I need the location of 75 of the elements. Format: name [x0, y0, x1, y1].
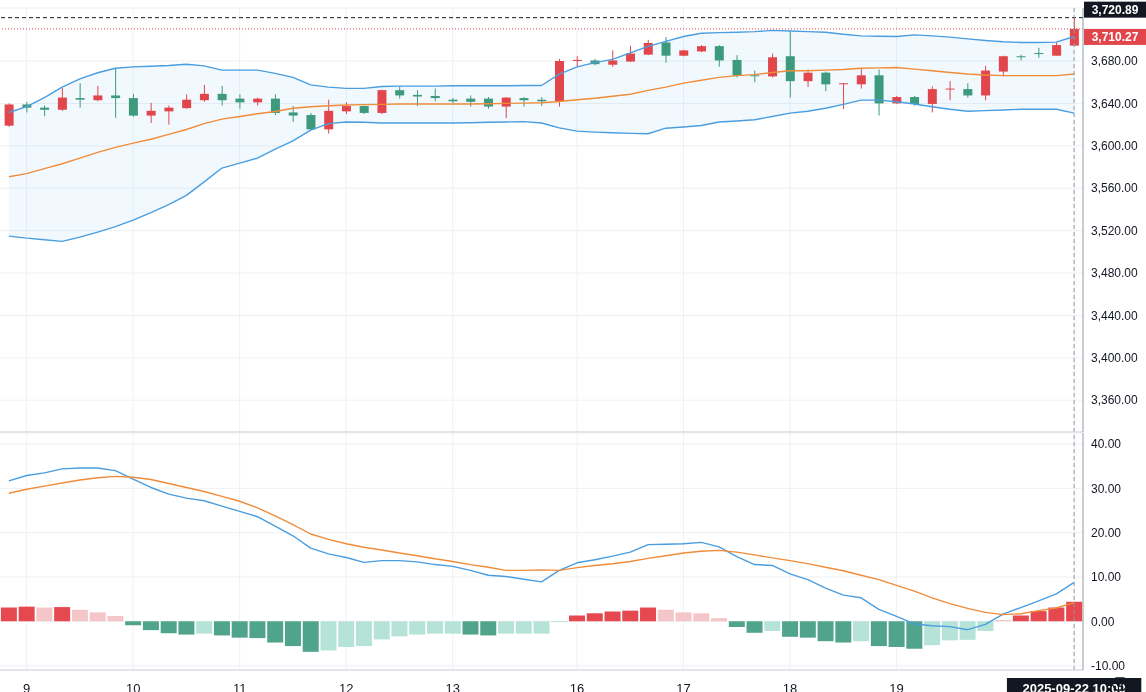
- bar: [142, 621, 159, 631]
- bar: [284, 621, 301, 647]
- candlestick: [93, 85, 103, 102]
- candlestick: [661, 36, 671, 64]
- y-tick-label: 40.00: [1091, 437, 1122, 452]
- candlestick: [377, 89, 387, 115]
- candlestick: [146, 102, 156, 124]
- y-tick-label: 3,560.00: [1091, 181, 1139, 196]
- candlestick: [519, 96, 529, 108]
- bar: [462, 621, 479, 635]
- y-tick-label: 3,680.00: [1091, 54, 1139, 69]
- candlestick: [945, 80, 955, 101]
- bar: [71, 609, 88, 622]
- candlestick: [803, 68, 813, 88]
- candlestick: [732, 54, 742, 78]
- bar: [799, 621, 816, 638]
- bar: [338, 621, 355, 647]
- bar: [853, 621, 870, 642]
- candlestick: [57, 87, 67, 112]
- bar: [711, 618, 728, 622]
- bar: [213, 621, 230, 636]
- candlestick: [821, 71, 831, 92]
- bar: [426, 621, 443, 634]
- bar: [409, 621, 426, 635]
- candlestick: [75, 82, 85, 109]
- bar: [515, 621, 532, 634]
- bar: [18, 606, 35, 622]
- y-tick-label: -10.00: [1091, 658, 1126, 673]
- bar: [0, 607, 17, 622]
- candlestick: [324, 99, 334, 135]
- bar: [746, 621, 763, 633]
- bar: [782, 621, 799, 637]
- candlestick: [927, 85, 937, 113]
- candlestick: [111, 67, 121, 119]
- bar: [320, 621, 337, 651]
- bar: [480, 621, 497, 636]
- bar: [870, 621, 887, 647]
- bar: [36, 607, 53, 622]
- bar: [267, 621, 284, 643]
- y-tick-label: 30.00: [1091, 481, 1122, 496]
- y-tick-label: 3,400.00: [1091, 351, 1139, 366]
- candlestick: [839, 82, 849, 110]
- candlestick: [856, 67, 866, 90]
- bar: [924, 621, 941, 646]
- y-tick-label: 3,600.00: [1091, 139, 1139, 154]
- bar: [657, 609, 674, 622]
- candlestick: [714, 44, 724, 68]
- bar: [640, 607, 657, 622]
- bar: [355, 621, 372, 647]
- bar: [498, 621, 514, 634]
- y-tick-label: 3,520.00: [1091, 223, 1139, 238]
- candlestick: [768, 53, 778, 78]
- bar: [728, 621, 745, 628]
- bar: [941, 621, 958, 641]
- candlestick: [128, 93, 138, 118]
- bar: [196, 621, 213, 634]
- y-tick-label: 3,360.00: [1091, 393, 1139, 408]
- candlestick: [217, 85, 227, 107]
- ref-line-label: 3,710.27: [1091, 30, 1139, 45]
- bar: [125, 621, 142, 626]
- y-tick-label: 0.00: [1091, 614, 1115, 629]
- y-tick-label: 20.00: [1091, 525, 1122, 540]
- y-tick-label: 3,480.00: [1091, 266, 1139, 281]
- bar: [586, 613, 603, 622]
- bar: [302, 621, 319, 652]
- ref-line-label: 3,720.89: [1091, 3, 1139, 18]
- bar: [54, 607, 71, 622]
- line-series: [8, 99, 1075, 243]
- bar: [444, 621, 461, 634]
- y-tick-label: 10.00: [1091, 570, 1122, 585]
- bar: [764, 621, 781, 632]
- y-tick-label: 3,440.00: [1091, 308, 1139, 323]
- candlestick: [1016, 54, 1026, 61]
- y-tick-label: 3,640.00: [1091, 96, 1139, 111]
- candlestick: [1034, 47, 1044, 59]
